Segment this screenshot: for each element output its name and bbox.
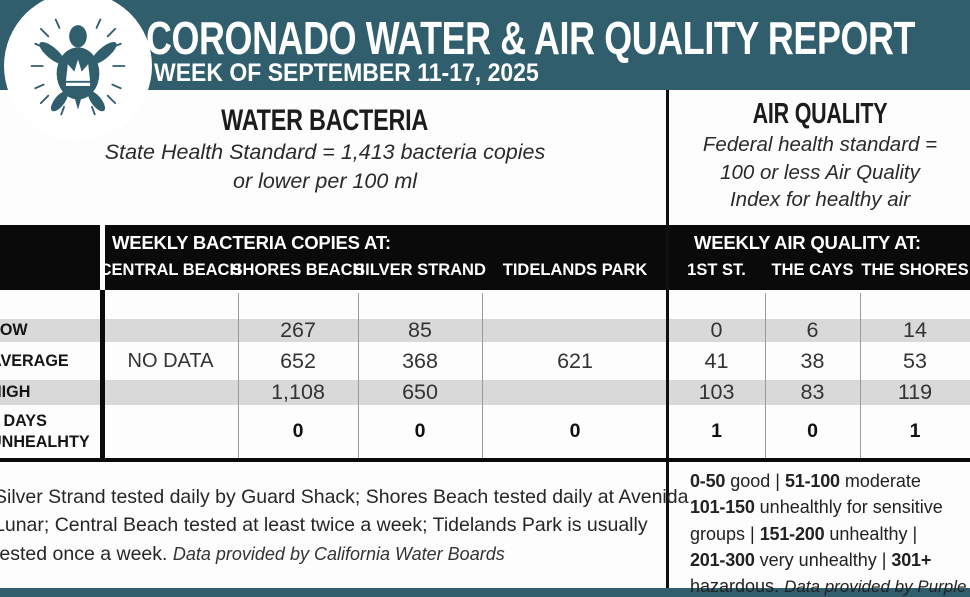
air-column-divider-2	[860, 293, 861, 458]
column-header-the-cays: THE CAYS	[771, 260, 854, 279]
bottom-bar	[0, 588, 970, 597]
water-cell-high-tidelands	[482, 380, 668, 405]
water-data-table: 267 85 NO DATA 652 368 621 1,108 650 0 0…	[103, 293, 668, 458]
column-header-central-beach: CENTRAL BEACH	[99, 260, 242, 279]
air-column-divider-1	[765, 293, 766, 458]
row-labels: LOW AVERAGE HIGH # DAYS UNHEALHTY	[0, 293, 98, 458]
water-cell-days-shores: 0	[292, 420, 304, 442]
aqi-legend: 0-50 good | 51-100 moderate 101-150 unhe…	[690, 468, 970, 597]
water-data-source: Data provided by California Water Boards	[172, 543, 505, 564]
row-label-days-unhealthy-line2: UNHEALHTY	[0, 431, 90, 451]
label-column-divider	[100, 290, 105, 461]
water-section-title: WATER BACTERIA	[221, 104, 429, 137]
air-cell-days-cays: 0	[807, 420, 818, 442]
water-standard-line1: State Health Standard = 1,413 bacteria c…	[104, 140, 546, 164]
aqi-legend-line3: groups | 151-200 unhealthy |	[690, 523, 918, 544]
water-cell-low-tidelands	[482, 319, 668, 342]
water-cell-low-shores: 267	[280, 318, 316, 342]
air-cell-low-shores: 14	[903, 318, 927, 342]
header-band	[0, 0, 970, 90]
water-cell-average-shores: 652	[280, 348, 316, 373]
aqi-legend-line1: 0-50 good | 51-100 moderate	[690, 471, 921, 491]
air-column-headers: 1ST ST. THE CAYS THE SHORES	[668, 258, 970, 282]
water-cell-average-central: NO DATA	[127, 349, 214, 372]
column-header-the-shores: THE SHORES	[861, 260, 969, 279]
water-cell-high-shores: 1,108	[271, 380, 325, 404]
air-standard-line1: Federal health standard =	[702, 133, 938, 156]
row-label-high: HIGH	[0, 382, 31, 402]
water-cell-average-tidelands: 621	[557, 348, 593, 373]
air-cell-average-shores: 53	[903, 348, 927, 373]
air-band-title: WEEKLY AIR QUALITY AT:	[694, 232, 921, 253]
water-column-divider-3	[482, 293, 483, 458]
water-cell-average-silver: 368	[402, 348, 438, 373]
aqi-legend-line2: 101-150 unhealthly for sensitive	[690, 497, 943, 518]
air-standard-line3: Index for healthy air	[729, 188, 911, 211]
column-header-1st-st: 1ST ST.	[687, 260, 746, 279]
air-cell-average-cays: 38	[800, 348, 825, 373]
water-cell-low-central	[103, 319, 238, 342]
aqi-legend-line5: hazardous. Data provided by Purple Air	[690, 573, 970, 597]
turtle-logo	[4, 0, 152, 140]
water-footnote-line3: tested once a week. Data provided by Cal…	[0, 542, 505, 565]
air-section-title: AIR QUALITY	[752, 98, 888, 130]
water-standard-line2: or lower per 100 ml	[232, 168, 418, 193]
air-cell-days-shores: 1	[909, 420, 921, 442]
page-title: CORONADO WATER & AIR QUALITY REPORT	[146, 12, 916, 64]
water-footnote-line2: Lunar; Central Beach tested at least twi…	[0, 514, 648, 537]
water-cell-days-silver: 0	[414, 420, 426, 442]
water-footnote: Silver Strand tested daily by Guard Shac…	[0, 483, 689, 568]
table-bottom-border	[0, 458, 970, 462]
column-header-tidelands-park: TIDELANDS PARK	[502, 260, 648, 279]
air-cell-low-cays: 6	[806, 318, 819, 342]
water-cell-high-central	[103, 380, 238, 405]
air-cell-high-shores: 119	[897, 380, 933, 404]
water-cell-days-tidelands: 0	[569, 420, 581, 442]
air-section-header: AIR QUALITY Federal health standard = 10…	[670, 98, 970, 214]
air-cell-average-1st: 41	[704, 348, 729, 373]
aqi-legend-line4: 201-300 very unhealthy | 301+	[690, 549, 932, 570]
water-column-divider-1	[238, 293, 239, 458]
water-band-title: WEEKLY BACTERIA COPIES AT:	[112, 232, 391, 253]
air-data-table: 0 6 14 41 38 53 103 83 119 1 0 1	[668, 293, 970, 458]
row-label-low: LOW	[0, 320, 28, 340]
water-section-header: WATER BACTERIA State Health Standard = 1…	[10, 104, 640, 195]
water-footnote-line1: Silver Strand tested daily by Guard Shac…	[0, 486, 689, 508]
water-cell-low-silver: 85	[408, 318, 432, 342]
row-stripe-low	[0, 319, 970, 342]
column-header-silver-strand: SILVER STRAND	[354, 260, 486, 279]
air-cell-high-1st: 103	[698, 380, 735, 404]
air-cell-high-cays: 83	[800, 380, 825, 404]
row-label-average: AVERAGE	[0, 350, 69, 370]
air-cell-low-1st: 0	[710, 318, 723, 342]
report-week: WEEK OF SEPTEMBER 11-17, 2025	[154, 59, 539, 87]
row-stripe-high	[0, 380, 970, 405]
water-column-headers: CENTRAL BEACH SHORES BEACH SILVER STRAND…	[99, 258, 668, 282]
water-cell-days-central	[103, 405, 238, 458]
air-cell-days-1st: 1	[711, 420, 722, 442]
column-header-shores-beach: SHORES BEACH	[231, 260, 365, 279]
air-data-source: Data provided by Purple Air	[784, 577, 970, 597]
air-standard-line2: 100 or less Air Quality	[720, 160, 920, 184]
section-divider	[666, 90, 669, 588]
water-column-divider-2	[358, 293, 359, 458]
water-cell-high-silver: 650	[402, 380, 438, 404]
header-band-divider-gap	[100, 225, 105, 290]
row-label-days-unhealthy-line1: # DAYS	[0, 410, 47, 430]
table-header-band	[0, 225, 970, 290]
